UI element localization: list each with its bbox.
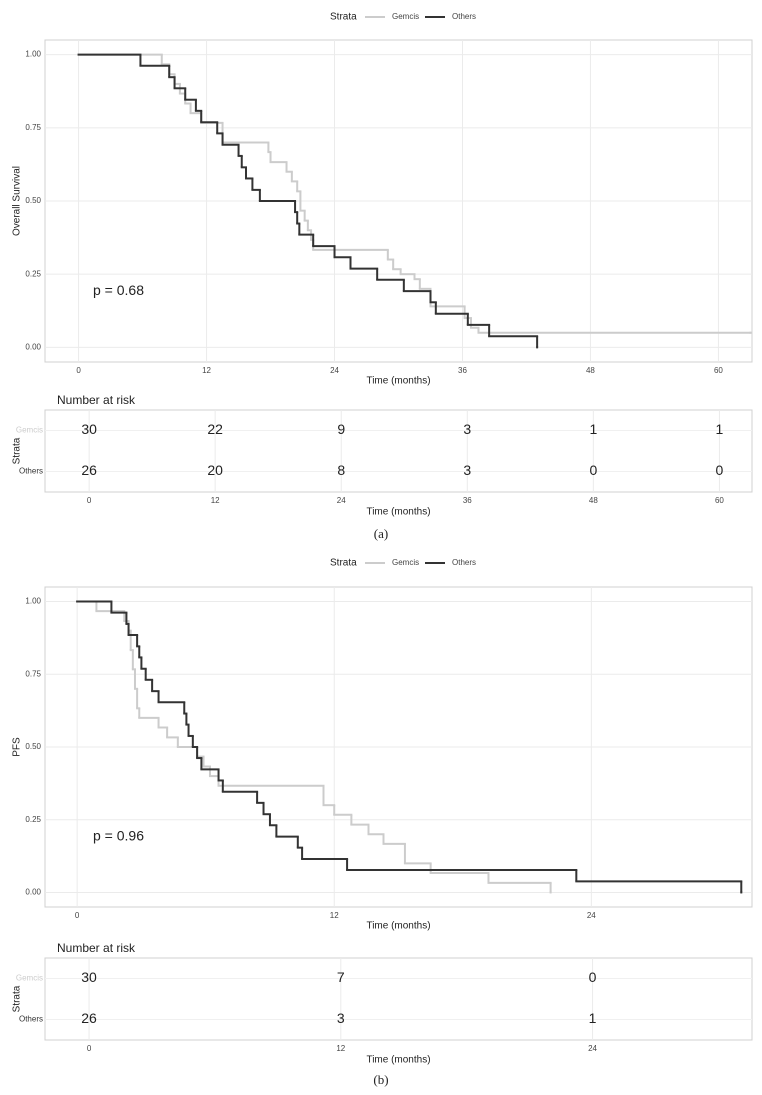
x-tick-label: 36 [463, 496, 472, 505]
annotation: p = 0.68 [93, 282, 144, 298]
legend-label: Gemcis [392, 12, 419, 21]
y-tick-label: 0.75 [25, 669, 41, 678]
x-axis-label: Time (months) [366, 921, 430, 932]
x-tick-label: 12 [211, 496, 220, 505]
y-axis-label: PFS [12, 737, 23, 757]
y-tick-label: 0.00 [25, 342, 41, 351]
x-tick-label: 60 [714, 366, 723, 375]
y-tick-label: 1.00 [25, 597, 41, 606]
risk-count: 22 [207, 421, 223, 437]
panel [44, 409, 753, 493]
x-tick-label: 0 [75, 911, 80, 920]
y-tick-label: 0.75 [25, 123, 41, 132]
risk-count: 26 [81, 1010, 97, 1026]
risk-count: 0 [589, 969, 597, 985]
x-tick-label: 60 [715, 496, 724, 505]
x-axis-label: Time (months) [366, 507, 430, 518]
row-label: Gemcis [16, 974, 43, 983]
x-axis-label: Time (months) [366, 376, 430, 387]
risk-count: 8 [337, 462, 345, 478]
x-tick-label: 24 [588, 1044, 597, 1053]
x-tick-label: 12 [336, 1044, 345, 1053]
x-tick-label: 12 [202, 366, 211, 375]
risk-count: 3 [463, 421, 471, 437]
risk-count: 1 [716, 421, 724, 437]
risk-count: 30 [81, 969, 97, 985]
y-tick-label: 0.25 [25, 269, 41, 278]
risk-count: 30 [81, 421, 97, 437]
x-tick-label: 36 [458, 366, 467, 375]
y-axis-label: Strata [12, 985, 23, 1012]
row-label: Gemcis [16, 426, 43, 435]
legend-label: Gemcis [392, 558, 419, 567]
risk-count: 0 [589, 462, 597, 478]
risk-count: 1 [589, 421, 597, 437]
risk-count: 1 [589, 1010, 597, 1026]
y-tick-label: 0.25 [25, 815, 41, 824]
y-tick-label: 0.00 [25, 888, 41, 897]
caption: (a) [374, 526, 388, 541]
x-axis-label: Time (months) [366, 1055, 430, 1066]
risk-count: 0 [716, 462, 724, 478]
y-axis-label: Strata [12, 437, 23, 464]
risk-count: 9 [337, 421, 345, 437]
x-tick-label: 48 [589, 496, 598, 505]
risk-count: 20 [207, 462, 223, 478]
x-tick-label: 24 [587, 911, 596, 920]
table-title: Number at risk [57, 941, 136, 955]
x-tick-label: 0 [76, 366, 81, 375]
x-tick-label: 48 [586, 366, 595, 375]
x-tick-label: 24 [330, 366, 339, 375]
annotation: p = 0.96 [93, 827, 144, 843]
y-tick-label: 0.50 [25, 742, 41, 751]
risk-count: 7 [337, 969, 345, 985]
risk-count: 3 [337, 1010, 345, 1026]
risk-count: 3 [463, 462, 471, 478]
legend-title: Strata [330, 12, 357, 23]
y-axis-label: Overall Survival [12, 166, 23, 236]
legend-title: Strata [330, 558, 357, 569]
risk-count: 26 [81, 462, 97, 478]
x-tick-label: 0 [87, 496, 92, 505]
caption: (b) [373, 1072, 388, 1087]
y-tick-label: 0.50 [25, 196, 41, 205]
y-tick-label: 1.00 [25, 50, 41, 59]
x-tick-label: 0 [87, 1044, 92, 1053]
row-label: Others [19, 467, 43, 476]
table-title: Number at risk [57, 393, 136, 407]
legend-label: Others [452, 12, 476, 21]
row-label: Others [19, 1015, 43, 1024]
x-tick-label: 24 [337, 496, 346, 505]
panel [44, 957, 753, 1041]
x-tick-label: 12 [330, 911, 339, 920]
legend-label: Others [452, 558, 476, 567]
